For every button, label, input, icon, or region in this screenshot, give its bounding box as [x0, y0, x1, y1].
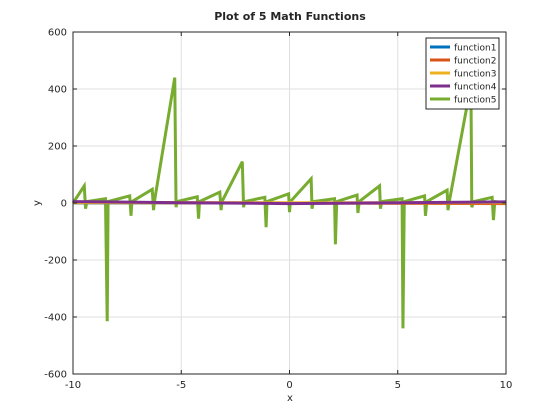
legend-label: function2 — [454, 57, 497, 67]
x-tick-label: -5 — [176, 380, 186, 391]
y-tick-label: -600 — [44, 370, 67, 381]
y-tick-label: 400 — [48, 85, 67, 96]
y-tick-label: -400 — [44, 313, 67, 324]
x-tick-label: 0 — [286, 380, 292, 391]
x-tick-label: -10 — [65, 380, 81, 391]
series-layer — [71, 77, 507, 329]
x-tick-label: 10 — [500, 380, 513, 391]
x-tick-label: 5 — [395, 380, 401, 391]
legend: function1 function2 function3 function4 func… — [425, 37, 500, 110]
y-axis-label: y — [32, 200, 43, 206]
x-axis-label: x — [287, 393, 293, 404]
y-tick-label: 600 — [48, 28, 67, 39]
legend-label: function4 — [454, 83, 497, 93]
series-line-function5 — [71, 77, 507, 329]
legend-label: function5 — [454, 96, 497, 106]
legend-label: function1 — [454, 44, 497, 54]
axes: -10 -5 0 5 10 -600 -400 -200 0 200 400 600 — [44, 28, 512, 392]
series-line-function4 — [72, 200, 507, 206]
chart-title: Plot of 5 Math Functions — [214, 10, 366, 23]
y-tick-label: 0 — [61, 199, 67, 210]
y-tick-label: -200 — [44, 256, 67, 267]
y-tick-label: 200 — [48, 142, 67, 153]
legend-label: function3 — [454, 70, 497, 80]
